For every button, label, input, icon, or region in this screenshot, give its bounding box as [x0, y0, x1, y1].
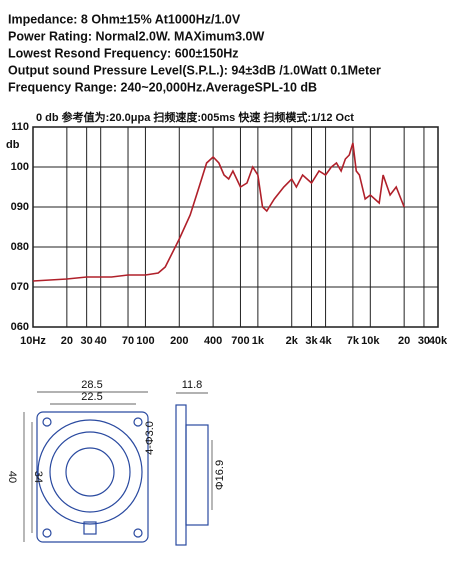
- dimension: 22.5: [81, 391, 102, 403]
- x-tick-label: 10Hz: [20, 335, 46, 347]
- x-tick-label: 30: [81, 335, 93, 347]
- outline: [36, 411, 149, 543]
- dimension: 28.5: [81, 379, 102, 391]
- x-tick-label: 30: [418, 335, 430, 347]
- y-axis-label: db: [6, 139, 20, 151]
- dimension: 34: [32, 471, 44, 483]
- x-tick-label: 1k: [252, 335, 265, 347]
- side-flange: [175, 404, 187, 546]
- y-tick-label: 100: [11, 161, 29, 173]
- dimension: 4-Φ3.0: [144, 421, 156, 455]
- spec-line: Power Rating: Normal2.0W. MAXimum3.0W: [8, 29, 264, 43]
- x-tick-label: 2k: [286, 335, 299, 347]
- spec-line: Frequency Range: 240~20,000Hz.AverageSPL…: [8, 80, 317, 94]
- mechanical-drawing: [23, 391, 213, 546]
- plot-frame: [32, 126, 439, 328]
- x-tick-label: 40k: [429, 335, 448, 347]
- spec-line: Impedance: 8 Ohm±15% At1000Hz/1.0V: [8, 12, 241, 26]
- x-tick-label: 3k: [305, 335, 318, 347]
- x-tick-label: 7k: [347, 335, 360, 347]
- x-tick-label: 700: [231, 335, 249, 347]
- terminal: [83, 521, 97, 535]
- rim: [37, 419, 143, 525]
- x-tick-label: 20: [61, 335, 73, 347]
- hole: [133, 528, 143, 538]
- hole: [42, 417, 52, 427]
- side-body: [185, 424, 209, 526]
- x-tick-label: 400: [204, 335, 222, 347]
- chart-header: 0 db 参考值为:20.0μpa 扫频速度:005ms 快速 扫频模式:1/1…: [36, 110, 354, 124]
- x-tick-label: 40: [95, 335, 107, 347]
- y-tick-label: 070: [11, 281, 29, 293]
- cone: [49, 431, 131, 513]
- response-curve: [32, 142, 405, 282]
- x-tick-label: 4k: [319, 335, 332, 347]
- x-tick-label: 100: [136, 335, 154, 347]
- y-tick-label: 090: [11, 201, 29, 213]
- y-tick-label: 060: [11, 321, 29, 333]
- y-tick-label: 080: [11, 241, 29, 253]
- dome: [65, 447, 115, 497]
- hole: [42, 528, 52, 538]
- dimension: 40: [6, 471, 18, 483]
- spec-line: Lowest Resond Frequency: 600±150Hz: [8, 46, 239, 60]
- spec-line: Output sound Pressure Level(S.P.L.): 94±…: [8, 63, 381, 77]
- x-tick-label: 200: [170, 335, 188, 347]
- x-tick-label: 10k: [361, 335, 380, 347]
- hole: [133, 417, 143, 427]
- x-tick-label: 20: [398, 335, 410, 347]
- dimension: 11.8: [182, 379, 203, 391]
- x-tick-label: 70: [122, 335, 134, 347]
- y-tick-label: 110: [11, 121, 29, 133]
- dimension: Φ16.9: [214, 460, 226, 490]
